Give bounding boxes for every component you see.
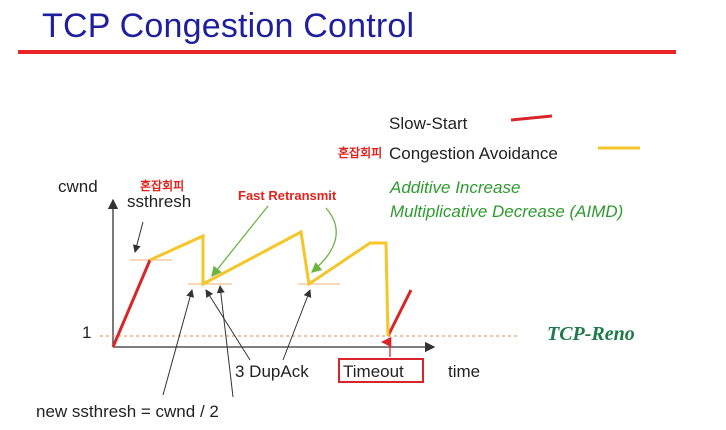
new-ssthresh-label: new ssthresh = cwnd / 2 [36, 402, 219, 421]
dupack-label: 3 DupAck [235, 362, 309, 381]
tcp-reno-label: TCP-Reno [547, 323, 635, 345]
dupack-arrow-right [282, 289, 312, 361]
timeout-box [338, 358, 424, 383]
legend-korean-note: 혼잡회피 [338, 146, 383, 160]
legend-congestion-avoidance-label: Congestion Avoidance [389, 144, 558, 163]
timeout-label: Timeout [343, 362, 404, 381]
slow-start-curve-after-timeout [386, 289, 413, 337]
legend-slow-start-label: Slow-Start [389, 114, 468, 133]
fast-retransmit-arrow-right [311, 207, 337, 273]
fast-retransmit-label: Fast Retransmit [238, 188, 337, 203]
congestion-avoidance-curve [149, 229, 390, 337]
y-axis-label: cwnd [58, 177, 98, 196]
aimd-line-1: Additive Increase [390, 178, 521, 197]
slow-start-curve-initial [111, 259, 152, 348]
ssthresh-arrow [132, 221, 144, 253]
x-axis-label: time [448, 362, 481, 381]
dupack-arrow-left [205, 289, 251, 361]
legend-slow-start-swatch [510, 114, 553, 122]
ssthresh-korean-label: 혼잡회피 [140, 179, 185, 193]
aimd-line-2: Multiplicative Decrease (AIMD) [390, 202, 624, 221]
fast-retransmit-arrow-left [211, 205, 269, 278]
cwnd-one-label: 1 [82, 323, 92, 342]
ssthresh-label: ssthresh [127, 192, 192, 211]
page-title: TCP Congestion Control [42, 7, 415, 45]
title-underline [18, 50, 676, 54]
new-ssthresh-arrow-left [162, 289, 194, 396]
new-ssthresh-arrow-right [216, 285, 234, 398]
